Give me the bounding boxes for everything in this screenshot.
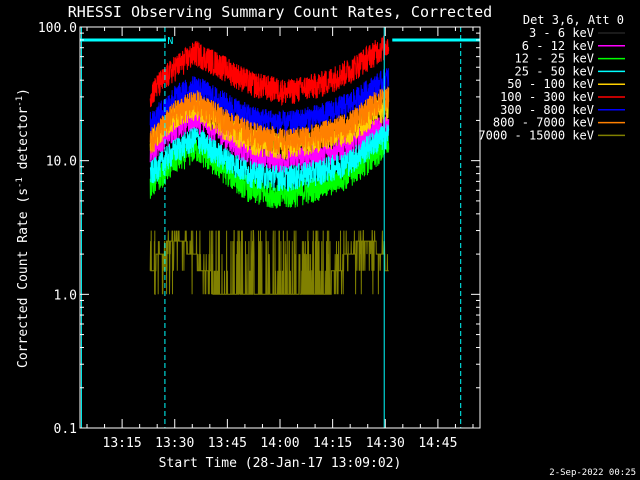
y-axis-label-sup2: -1 (15, 96, 25, 107)
legend-label-1: 6 - 12 keV (522, 39, 594, 53)
y-axis-label-main: Corrected Count Rate (s (16, 188, 31, 368)
y-tick-label: 10.0 (46, 155, 77, 170)
y-tick-label: 100.0 (38, 21, 77, 36)
legend-label-5: 100 - 300 keV (500, 90, 594, 104)
y-axis-label-sup1: -1 (15, 177, 25, 188)
x-tick-label: 13:15 (103, 436, 142, 451)
axis-layer: 0.1 1.0 10.0 100.0 13:15 13:30 13:45 14:00 14:15… (38, 21, 481, 451)
series-layer (149, 35, 390, 295)
y-tick-label: 1.0 (54, 288, 77, 303)
series-line-3 (149, 124, 390, 192)
marker-layer: N (80, 27, 480, 428)
chart-title: RHESSI Observing Summary Count Rates, Co… (68, 3, 492, 21)
y-axis-label-mid: detector (16, 107, 31, 178)
series-line-5 (149, 35, 390, 108)
legend-label-7: 800 - 7000 keV (493, 116, 594, 130)
legend-label-6: 300 - 800 keV (500, 103, 594, 117)
footer-date: 2-Sep-2022 00:25 (549, 468, 636, 478)
legend-label-2: 12 - 25 keV (515, 52, 594, 66)
x-tick-label: 13:30 (155, 436, 194, 451)
legend-header: Det 3,6, Att 0 (523, 13, 624, 27)
x-tick-label: 14:45 (418, 436, 457, 451)
x-tick-label: 14:30 (366, 436, 405, 451)
y-tick-label: 0.1 (54, 422, 77, 437)
legend-label-4: 50 - 100 keV (507, 77, 594, 91)
y-axis-label: Corrected Count Rate (s-1 detector-1) (15, 88, 31, 368)
series-line-8 (149, 230, 389, 295)
legend-label-3: 25 - 50 keV (515, 64, 594, 78)
x-tick-label: 13:45 (208, 436, 247, 451)
x-tick-label: 14:00 (260, 436, 299, 451)
series-line-7 (149, 86, 390, 156)
x-axis-label: Start Time (28-Jan-17 13:09:02) (159, 456, 402, 471)
x-tick-label: 14:15 (313, 436, 352, 451)
legend-label-0: 3 - 6 keV (529, 26, 594, 40)
legend-label-8: 7000 - 15000 keV (478, 128, 594, 142)
y-axis-label-end: ) (16, 88, 31, 96)
night-label: N (167, 36, 173, 47)
